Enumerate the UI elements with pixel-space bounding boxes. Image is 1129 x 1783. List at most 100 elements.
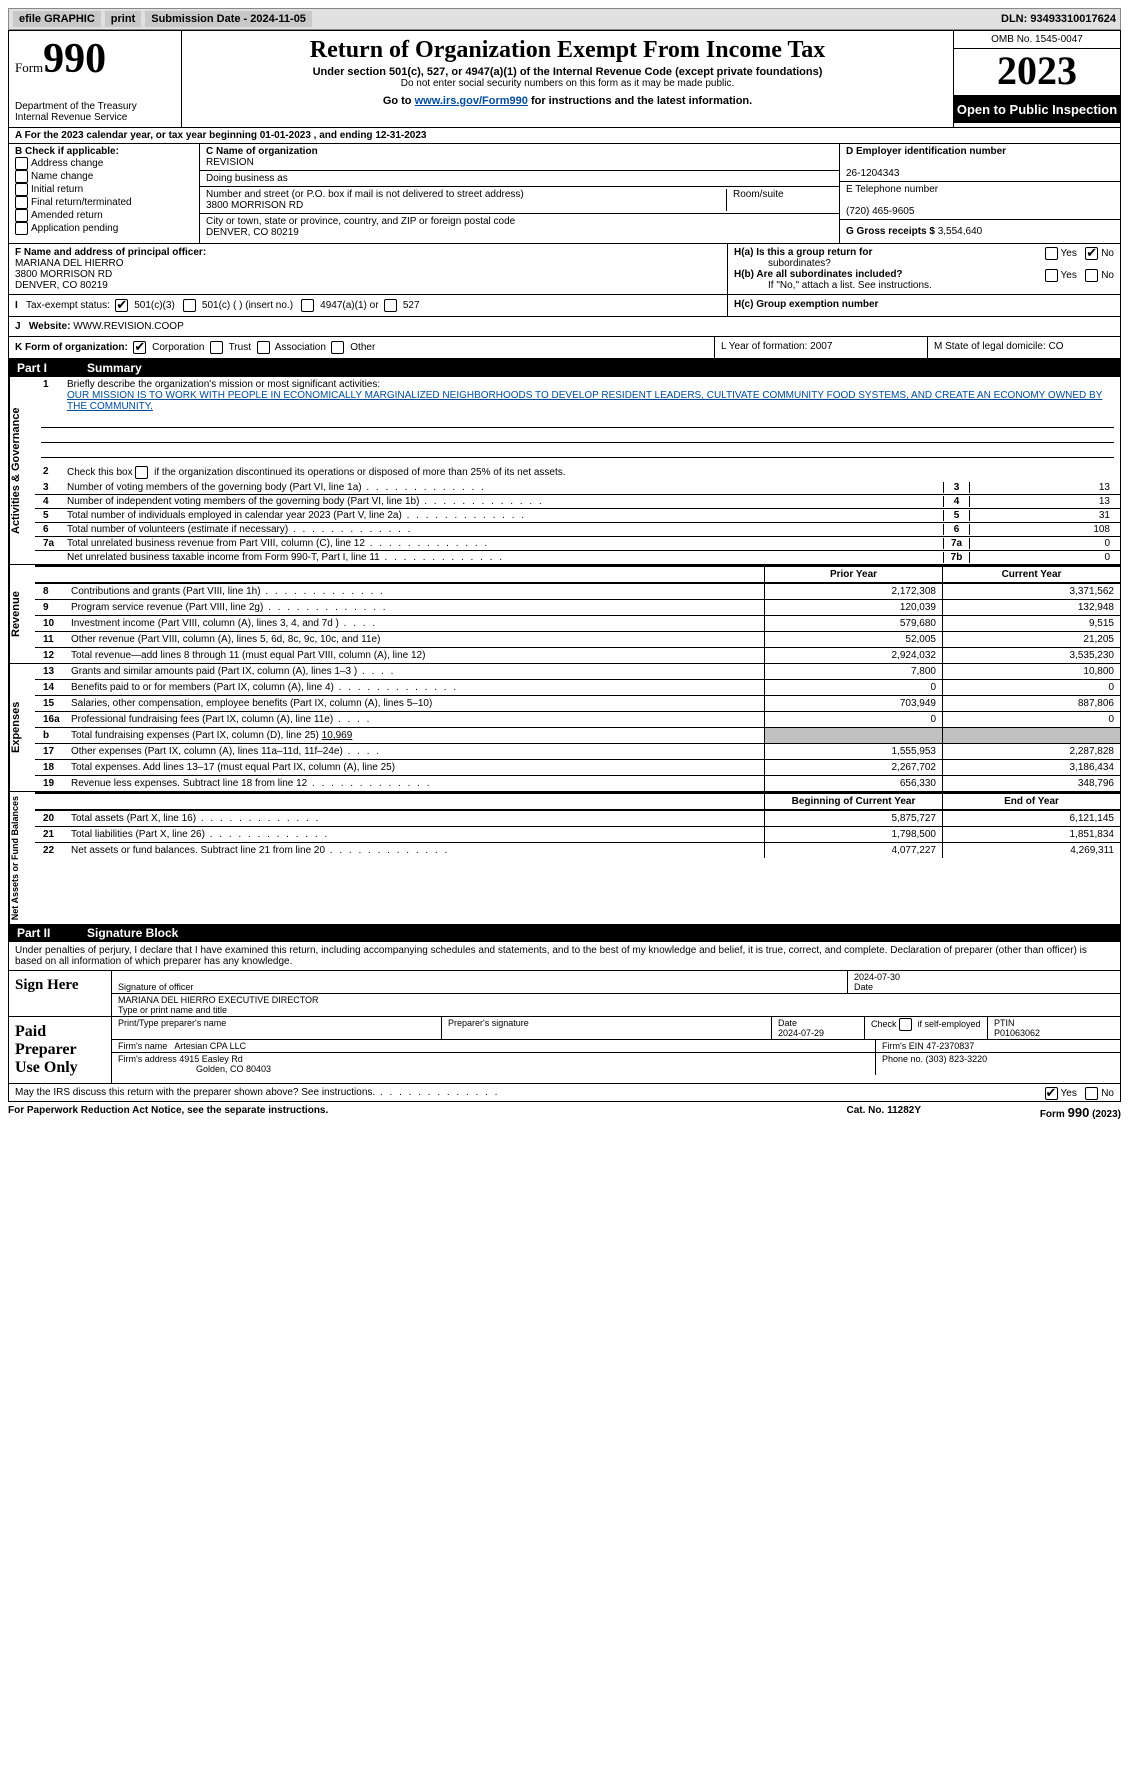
ssn-warning: Do not enter social security numbers on …	[188, 78, 947, 89]
row-j: J Website: WWW.REVISION.COOP	[9, 317, 1120, 336]
city-value: DENVER, CO 80219	[206, 227, 299, 238]
dept-treasury: Department of the Treasury	[15, 101, 175, 112]
chk-self-employed[interactable]	[899, 1018, 912, 1031]
rev-10-py: 579,680	[764, 616, 942, 631]
val-4: 13	[970, 496, 1116, 507]
rev-12-cy: 3,535,230	[942, 648, 1120, 663]
officer-label: F Name and address of principal officer:	[15, 247, 206, 258]
na-22-ey: 4,269,311	[942, 843, 1120, 858]
row-i: I Tax-exempt status: 501(c)(3) 501(c) ( …	[9, 295, 728, 316]
chk-name[interactable]	[15, 170, 28, 183]
chk-initial[interactable]	[15, 183, 28, 196]
part-2-header: Part II Signature Block	[9, 924, 1120, 942]
chk-527[interactable]	[384, 299, 397, 312]
phone-value: (720) 465-9605	[846, 206, 914, 217]
dln: DLN: 93493310017624	[1001, 13, 1116, 25]
chk-trust[interactable]	[210, 341, 223, 354]
hb-yes[interactable]	[1045, 269, 1058, 282]
chk-501c[interactable]	[183, 299, 196, 312]
exp-17-cy: 2,287,828	[942, 744, 1120, 759]
chk-discontinued[interactable]	[135, 466, 148, 479]
exp-14-py: 0	[764, 680, 942, 695]
box-c: C Name of organization REVISION Doing bu…	[200, 144, 840, 243]
form-word: Form	[15, 60, 43, 75]
na-20-by: 5,875,727	[764, 811, 942, 826]
exp-16b: 10,969	[322, 730, 353, 741]
omb-number: OMB No. 1545-0047	[954, 31, 1120, 49]
exp-14-cy: 0	[942, 680, 1120, 695]
website-value: WWW.REVISION.COOP	[73, 321, 184, 332]
rev-9-cy: 132,948	[942, 600, 1120, 615]
form-number: 990	[43, 36, 106, 82]
page-footer: For Paperwork Reduction Act Notice, see …	[8, 1102, 1121, 1123]
form-header: Form990 Department of the Treasury Inter…	[9, 31, 1120, 128]
val-7b: 0	[970, 552, 1116, 563]
form-subtitle: Under section 501(c), 527, or 4947(a)(1)…	[188, 66, 947, 78]
firm-city: Golden, CO 80403	[118, 1064, 271, 1074]
discuss-yes[interactable]	[1045, 1087, 1058, 1100]
val-7a: 0	[970, 538, 1116, 549]
rev-8-cy: 3,371,562	[942, 584, 1120, 599]
street-label: Number and street (or P.O. box if mail i…	[206, 189, 524, 200]
section-revenue: Revenue	[9, 565, 35, 663]
ein-value: 26-1204343	[846, 168, 899, 179]
hb-no[interactable]	[1085, 269, 1098, 282]
na-21-ey: 1,851,834	[942, 827, 1120, 842]
rev-12-py: 2,924,032	[764, 648, 942, 663]
chk-corp[interactable]	[133, 341, 146, 354]
section-expenses: Expenses	[9, 664, 35, 791]
sign-date: 2024-07-30	[854, 972, 900, 982]
firm-name: Artesian CPA LLC	[174, 1041, 246, 1051]
exp-15-py: 703,949	[764, 696, 942, 711]
rev-9-py: 120,039	[764, 600, 942, 615]
rev-11-py: 52,005	[764, 632, 942, 647]
rev-11-cy: 21,205	[942, 632, 1120, 647]
officer-name: MARIANA DEL HIERRO	[15, 258, 124, 269]
exp-18-py: 2,267,702	[764, 760, 942, 775]
tax-year: 2023	[954, 49, 1120, 96]
ha-no[interactable]	[1085, 247, 1098, 260]
ha-yes[interactable]	[1045, 247, 1058, 260]
row-k: K Form of organization: Corporation Trus…	[9, 337, 715, 358]
preparer-date: 2024-07-29	[778, 1028, 824, 1038]
exp-13-py: 7,800	[764, 664, 942, 679]
rev-10-cy: 9,515	[942, 616, 1120, 631]
na-22-by: 4,077,227	[764, 843, 942, 858]
top-bar: efile GRAPHIC print Submission Date - 20…	[8, 8, 1121, 30]
chk-amended[interactable]	[15, 209, 28, 222]
val-5: 31	[970, 510, 1116, 521]
part-1-header: Part I Summary	[9, 359, 1120, 377]
room-label: Room/suite	[727, 189, 833, 211]
chk-other[interactable]	[331, 341, 344, 354]
paid-preparer-label: Paid Preparer Use Only	[9, 1017, 111, 1083]
val-6: 108	[970, 524, 1116, 535]
chk-pending[interactable]	[15, 222, 28, 235]
name-label: C Name of organization	[206, 146, 318, 157]
irs-link[interactable]: www.irs.gov/Form990	[415, 95, 528, 107]
discuss-no[interactable]	[1085, 1087, 1098, 1100]
efile-button[interactable]: efile GRAPHIC	[13, 11, 101, 27]
firm-address: 4915 Easley Rd	[179, 1054, 243, 1064]
ptin: P01063062	[994, 1028, 1040, 1038]
na-20-ey: 6,121,145	[942, 811, 1120, 826]
chk-final[interactable]	[15, 196, 28, 209]
na-21-by: 1,798,500	[764, 827, 942, 842]
submission-date: Submission Date - 2024-11-05	[145, 11, 312, 27]
chk-assoc[interactable]	[257, 341, 270, 354]
box-d: D Employer identification number 26-1204…	[840, 144, 1120, 243]
year-formation: L Year of formation: 2007	[715, 337, 928, 358]
box-b-label: B Check if applicable:	[15, 146, 119, 157]
chk-501c3[interactable]	[115, 299, 128, 312]
exp-16a-py: 0	[764, 712, 942, 727]
box-hc: H(c) Group exemption number	[728, 295, 1120, 316]
state-domicile: M State of legal domicile: CO	[928, 337, 1120, 358]
box-f: F Name and address of principal officer:…	[9, 244, 728, 294]
section-governance: Activities & Governance	[9, 377, 35, 564]
city-label: City or town, state or province, country…	[206, 216, 515, 227]
chk-4947[interactable]	[301, 299, 314, 312]
rev-8-py: 2,172,308	[764, 584, 942, 599]
print-button[interactable]: print	[105, 11, 141, 27]
chk-address[interactable]	[15, 157, 28, 170]
org-name: REVISION	[206, 157, 254, 168]
perjury-statement: Under penalties of perjury, I declare th…	[9, 942, 1120, 970]
